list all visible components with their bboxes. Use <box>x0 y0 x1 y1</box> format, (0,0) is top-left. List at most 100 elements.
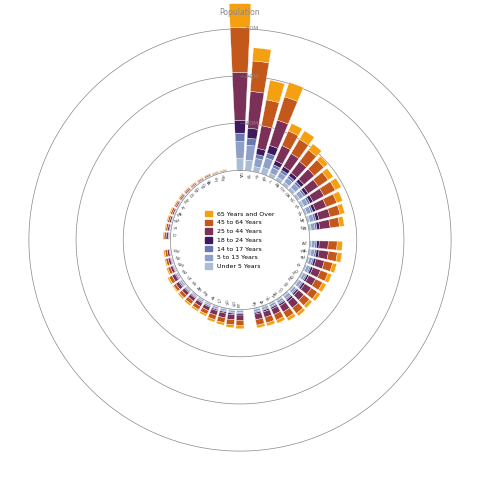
Bar <box>170 266 175 273</box>
Bar <box>169 207 173 214</box>
Bar <box>234 120 246 133</box>
Bar <box>251 61 269 93</box>
Bar <box>309 241 312 248</box>
Text: WI: WI <box>284 281 291 288</box>
Bar <box>165 250 168 257</box>
Bar <box>254 310 261 313</box>
Bar <box>338 216 344 227</box>
Bar <box>232 72 248 120</box>
Bar <box>169 276 176 284</box>
Bar <box>328 241 337 250</box>
Bar <box>191 182 196 187</box>
Bar <box>255 318 264 325</box>
Bar <box>276 177 283 183</box>
Bar <box>205 175 211 179</box>
Bar <box>277 96 298 124</box>
Bar <box>195 300 203 307</box>
Bar <box>171 257 174 264</box>
Bar <box>317 270 328 281</box>
Text: IA: IA <box>208 295 214 301</box>
Bar <box>263 308 269 312</box>
Bar <box>299 201 304 208</box>
Bar <box>236 326 244 329</box>
Bar <box>246 145 255 161</box>
Bar <box>192 184 197 189</box>
Bar <box>237 310 243 311</box>
Bar <box>167 215 169 222</box>
Bar <box>212 307 218 310</box>
Bar <box>177 202 180 208</box>
Bar <box>167 250 170 256</box>
Text: —10M: —10M <box>240 120 259 126</box>
Bar <box>237 313 243 315</box>
Bar <box>308 144 322 156</box>
Bar <box>255 155 264 160</box>
Bar <box>192 184 197 188</box>
Bar <box>288 173 297 180</box>
Bar <box>220 310 227 312</box>
Text: MI: MI <box>293 204 299 210</box>
Bar <box>179 290 187 298</box>
Bar <box>212 305 219 309</box>
Bar <box>174 265 177 272</box>
Bar <box>261 167 269 176</box>
Bar <box>291 288 297 294</box>
Bar <box>291 139 309 158</box>
Bar <box>176 201 180 207</box>
Bar <box>269 302 276 307</box>
Bar <box>336 241 342 251</box>
Bar <box>169 250 171 256</box>
Bar <box>197 178 203 182</box>
Bar <box>256 324 265 328</box>
Bar <box>296 179 304 187</box>
Bar <box>282 182 289 189</box>
Bar <box>245 160 253 171</box>
Bar <box>182 288 189 296</box>
Bar <box>164 232 167 239</box>
Bar <box>172 217 174 223</box>
Bar <box>303 264 307 271</box>
Bar <box>220 308 227 311</box>
Text: OR: OR <box>230 301 235 308</box>
Bar <box>292 303 303 313</box>
Bar <box>192 291 198 296</box>
Bar <box>205 176 211 180</box>
Bar <box>170 258 173 264</box>
Bar <box>253 308 261 312</box>
Bar <box>311 258 314 265</box>
Bar <box>324 273 332 283</box>
Bar <box>169 225 171 231</box>
Bar <box>292 289 299 295</box>
Bar <box>262 100 279 128</box>
Bar <box>280 170 288 176</box>
Bar <box>294 182 301 189</box>
Bar <box>184 187 190 193</box>
Bar <box>308 267 313 274</box>
Bar <box>205 301 211 306</box>
Bar <box>308 257 312 264</box>
Bar <box>220 169 227 172</box>
Bar <box>307 288 317 299</box>
Bar <box>235 133 245 142</box>
Bar <box>184 187 189 192</box>
Bar <box>187 190 191 194</box>
Bar <box>298 281 303 288</box>
Bar <box>166 268 170 275</box>
Bar <box>304 180 318 193</box>
Bar <box>192 185 198 189</box>
Bar <box>163 232 164 239</box>
Bar <box>282 291 288 297</box>
Bar <box>274 160 282 168</box>
Bar <box>302 274 307 281</box>
Bar <box>198 297 204 302</box>
Bar <box>294 194 300 201</box>
Bar <box>256 148 265 156</box>
Bar <box>181 195 185 201</box>
Text: AR: AR <box>195 286 202 293</box>
Text: KY: KY <box>238 302 242 308</box>
Bar <box>267 145 278 156</box>
Bar <box>235 142 245 159</box>
Bar <box>176 282 183 289</box>
Bar <box>221 307 227 310</box>
Bar <box>171 216 173 223</box>
